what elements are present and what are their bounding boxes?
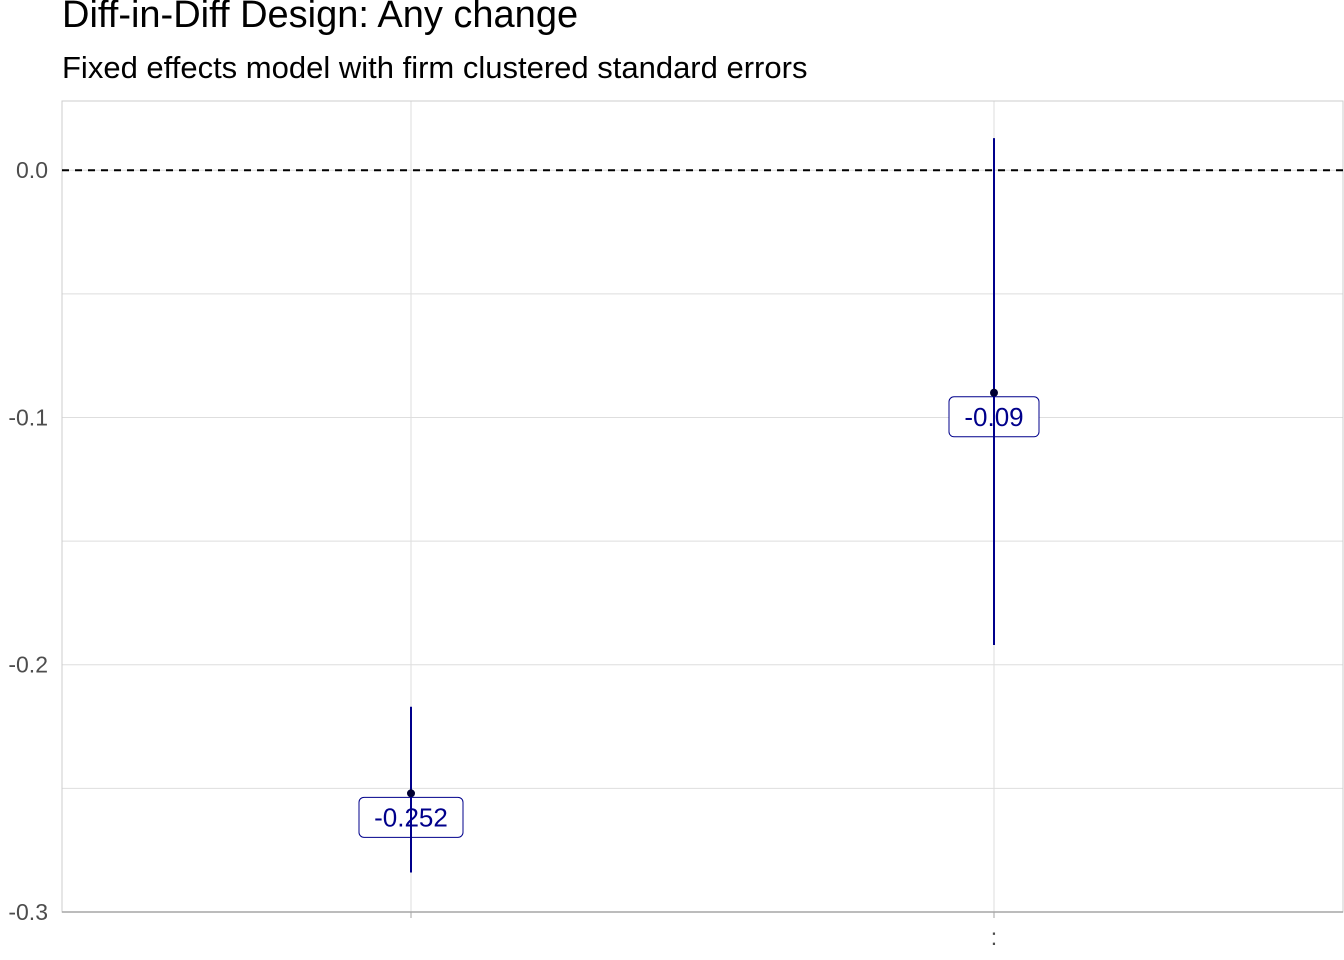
chart-title: Diff-in-Diff Design: Any change — [62, 0, 579, 36]
y-tick-label: -0.3 — [8, 899, 48, 925]
y-tick-label: 0.0 — [16, 157, 48, 183]
data-layer: -0.252 -0.09 — [358, 138, 1040, 873]
data-label: -0.09 — [964, 402, 1023, 432]
data-label: -0.252 — [374, 802, 448, 832]
plot-panel — [61, 100, 1344, 913]
x-tick-label: : — [991, 924, 997, 950]
y-tick-label: -0.2 — [8, 652, 48, 678]
y-tick-label: -0.1 — [8, 404, 48, 430]
estimate-point — [990, 388, 998, 397]
axis-layer: 0.0 -0.1 -0.2 -0.3: — [8, 157, 1343, 950]
panel-border — [61, 100, 1344, 913]
chart-subtitle: Fixed effects model with firm clustered … — [62, 50, 808, 85]
estimate-point — [407, 789, 415, 798]
grid-layer — [62, 101, 1343, 913]
